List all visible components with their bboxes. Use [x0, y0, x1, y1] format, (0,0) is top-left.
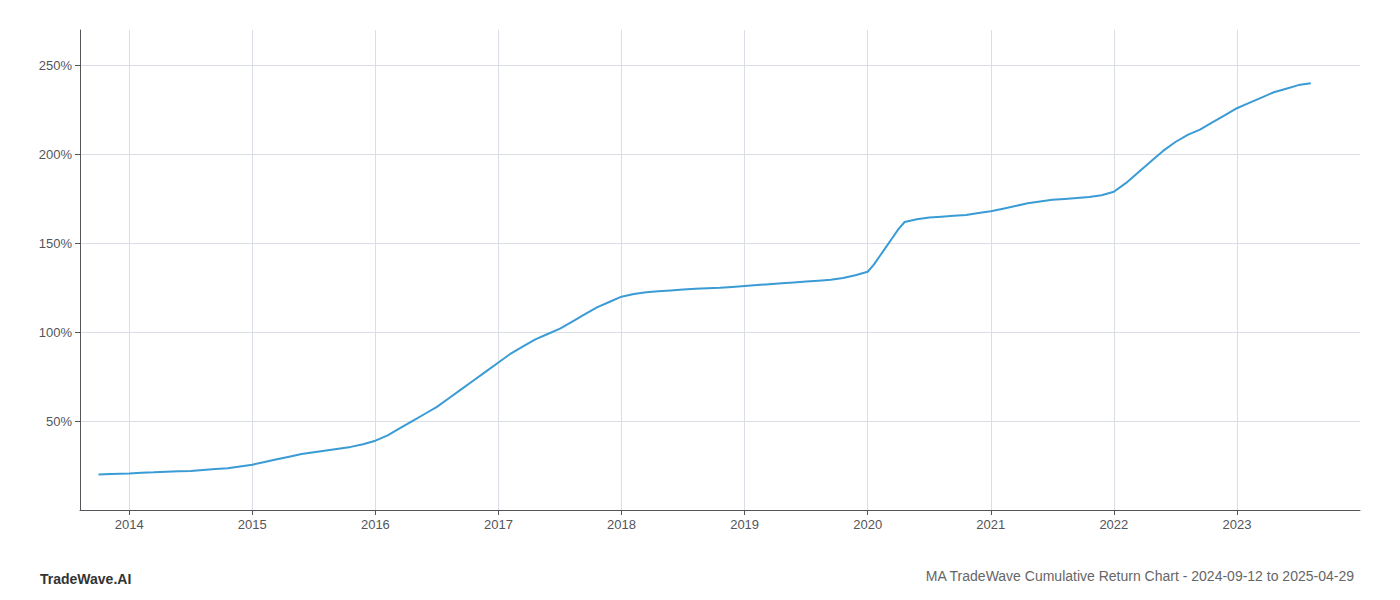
svg-text:2022: 2022 — [1099, 517, 1128, 532]
svg-text:2014: 2014 — [115, 517, 144, 532]
svg-text:MA TradeWave Cumulative Return: MA TradeWave Cumulative Return Chart - 2… — [926, 568, 1354, 584]
svg-text:2021: 2021 — [976, 517, 1005, 532]
svg-text:TradeWave.AI: TradeWave.AI — [40, 571, 131, 587]
svg-text:2016: 2016 — [361, 517, 390, 532]
svg-text:200%: 200% — [39, 147, 73, 162]
svg-text:100%: 100% — [39, 325, 73, 340]
svg-text:2015: 2015 — [238, 517, 267, 532]
svg-text:50%: 50% — [46, 414, 72, 429]
svg-text:2020: 2020 — [853, 517, 882, 532]
svg-text:250%: 250% — [39, 58, 73, 73]
svg-text:2017: 2017 — [484, 517, 513, 532]
svg-text:2019: 2019 — [730, 517, 759, 532]
svg-text:150%: 150% — [39, 236, 73, 251]
svg-text:2018: 2018 — [607, 517, 636, 532]
svg-text:2023: 2023 — [1222, 517, 1251, 532]
